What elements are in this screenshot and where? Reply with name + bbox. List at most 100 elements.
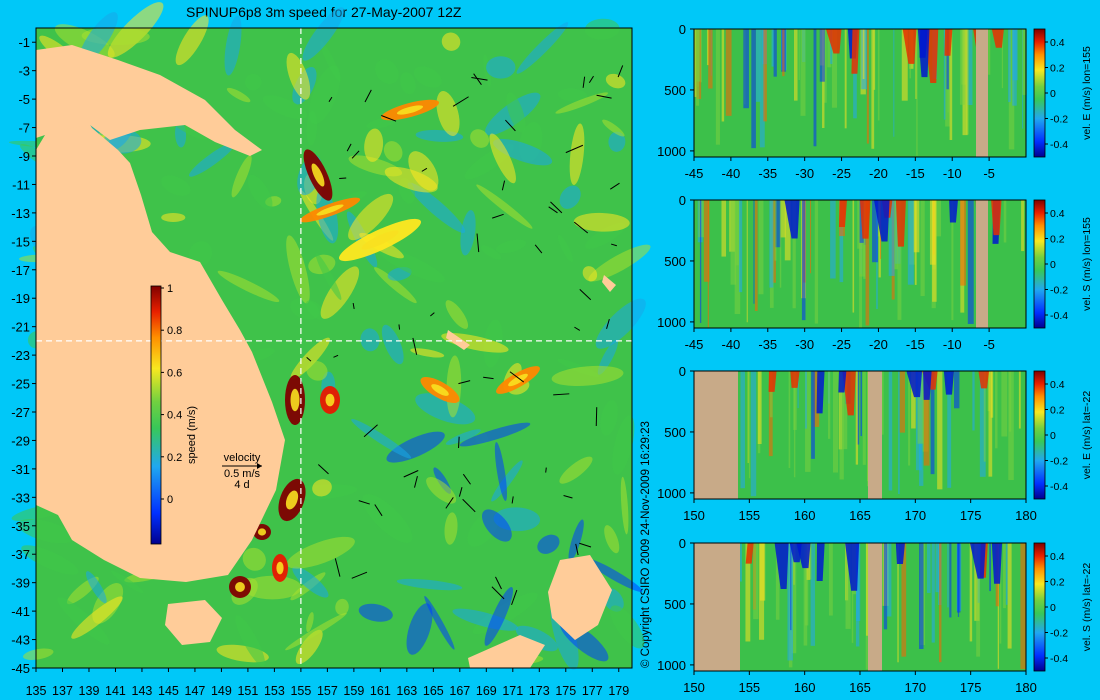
velocity-streak — [753, 200, 755, 304]
velocity-streak — [877, 29, 880, 121]
speed-patch — [315, 253, 342, 300]
velocity-arrow — [501, 180, 506, 191]
map-y-tick-label: -45 — [11, 661, 30, 676]
velocity-streak — [771, 29, 775, 67]
section-x-tick-label: -20 — [869, 166, 888, 181]
velocity-streak — [898, 371, 900, 495]
speed-patch — [286, 52, 311, 100]
speed-patch — [444, 512, 458, 545]
map-y-tick-label: -37 — [11, 547, 30, 562]
map-y-tick-label: -43 — [11, 633, 30, 648]
velocity-arrow — [403, 470, 419, 478]
velocity-streak — [883, 543, 888, 630]
map-x-tick-label: 173 — [529, 684, 550, 698]
velocity-streak — [1021, 200, 1025, 252]
velocity-jet — [923, 371, 932, 400]
velocity-streak — [862, 371, 866, 465]
speed-patch — [476, 184, 533, 229]
speed-patch — [306, 612, 314, 633]
velocity-jet — [851, 29, 860, 74]
velocity-arrow — [574, 326, 581, 331]
velocity-streak — [1001, 371, 1008, 437]
map-x-tick-label: 171 — [502, 684, 523, 698]
speed-patch — [396, 578, 463, 591]
speed-patch — [584, 18, 620, 40]
speed-patch — [302, 7, 345, 61]
speed-patch — [217, 270, 280, 303]
map-x-tick-label: 159 — [343, 684, 364, 698]
speed-patch — [445, 300, 469, 329]
velocity-arrow — [458, 487, 463, 497]
speed-patch — [189, 241, 213, 267]
speed-patch — [226, 87, 251, 103]
section-colorbar-tick-label: 0.4 — [1050, 379, 1065, 391]
velocity-arrow — [548, 206, 558, 214]
velocity-streak — [740, 371, 746, 489]
section-colorbar-tick-label: 0.2 — [1050, 577, 1065, 589]
speed-patch — [620, 476, 629, 535]
speed-patch — [516, 22, 569, 74]
speed-patch — [515, 625, 558, 652]
map-x-tick-label: 137 — [52, 684, 73, 698]
velocity-arrow — [381, 115, 397, 122]
velocity-streak — [886, 543, 892, 617]
section-y-tick-label: 0 — [679, 193, 686, 208]
velocity-arrow — [430, 312, 435, 317]
velocity-streak — [1001, 29, 1004, 89]
speed-patch — [557, 88, 588, 102]
velocity-streak — [801, 200, 806, 321]
map-y-tick-label: -31 — [11, 462, 30, 477]
velocity-streak — [769, 371, 773, 418]
velocity-streak — [908, 371, 911, 466]
velocity-jet — [906, 371, 923, 398]
section-x-tick-label: -40 — [721, 337, 740, 352]
velocity-arrow — [595, 407, 598, 426]
velocity-streak — [721, 29, 725, 122]
velocity-streak — [805, 371, 807, 429]
section-x-tick-label: -45 — [685, 166, 704, 181]
map-colorbar — [150, 285, 162, 545]
velocity-jet — [919, 29, 928, 58]
velocity-streak — [962, 29, 968, 136]
velocity-streak — [878, 200, 881, 278]
eddy-core — [396, 105, 424, 115]
speed-patch — [410, 348, 445, 358]
velocity-jet — [790, 371, 800, 388]
section-x-tick-label: -15 — [906, 337, 925, 352]
velocity-arrow — [476, 233, 480, 253]
velocity-streak — [845, 543, 851, 629]
speed-patch — [407, 182, 466, 233]
velocity-jet — [944, 29, 953, 56]
velocity-jet — [860, 200, 871, 239]
velocity-streak — [721, 200, 727, 257]
section-colorbar — [1033, 28, 1046, 158]
velocity-streak — [1020, 543, 1027, 670]
section-panel-3: 0 500 1000 150 155 160 165 170 175 180 0.4 0.2 0 -0.2… — [657, 364, 1093, 523]
velocity-streak — [748, 371, 751, 479]
velocity-arrow — [545, 467, 547, 473]
section-colorbar-tick-label: 0 — [1050, 88, 1056, 100]
map-colorbar-tick-label: 0.8 — [167, 325, 182, 337]
velocity-arrow — [352, 302, 355, 310]
velocity-streak — [1008, 29, 1011, 103]
velocity-arrow — [364, 89, 372, 103]
eddy-core — [235, 582, 245, 592]
section-x-tick-label: 160 — [794, 680, 816, 695]
velocity-streak — [919, 543, 924, 650]
speed-patch — [559, 185, 581, 209]
velocity-streak — [751, 29, 756, 149]
section-colorbar-tick-label: -0.4 — [1050, 653, 1068, 665]
section-x-tick-label: -15 — [906, 166, 925, 181]
speed-patch — [242, 547, 266, 571]
velocity-arrow — [351, 150, 360, 159]
section-x-tick-label: -30 — [795, 337, 814, 352]
speed-patch — [557, 234, 574, 263]
velocity-arrow — [596, 94, 612, 99]
velocity-arrow — [351, 571, 368, 579]
speed-patch — [262, 95, 307, 120]
velocity-streak — [754, 200, 758, 311]
velocity-legend-arrowhead — [257, 463, 262, 469]
eddy-core — [257, 528, 267, 536]
velocity-streak — [943, 29, 946, 120]
map-x-tick-label: 143 — [132, 684, 153, 698]
